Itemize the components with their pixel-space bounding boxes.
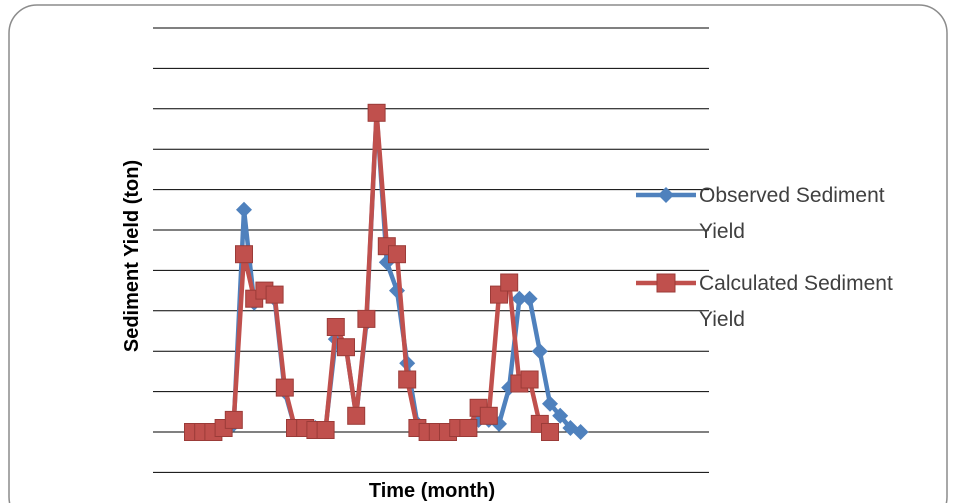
y-axis-title: Sediment Yield (ton) (121, 160, 143, 352)
data-point-observed-37 (552, 407, 569, 424)
legend-label-calculated-line2: Yield (699, 308, 745, 331)
data-point-calculated-19 (367, 103, 386, 122)
data-point-calculated-21 (388, 245, 406, 264)
data-point-calculated-15 (326, 318, 345, 336)
data-point-calculated-14 (316, 421, 335, 439)
data-point-observed-39 (572, 424, 589, 440)
legend: Observed Sediment Yield Calculated Sedim… (636, 184, 893, 331)
data-point-calculated-16 (337, 338, 355, 357)
data-point-observed-36 (542, 395, 558, 412)
legend-marker-calculated (656, 273, 676, 293)
data-point-observed-34 (521, 290, 538, 307)
data-point-observed-6 (236, 201, 252, 218)
data-point-calculated-17 (347, 406, 366, 425)
data-point-observed-35 (531, 343, 548, 360)
data-point-calculated-32 (500, 273, 519, 292)
legend-label-observed-line1: Observed Sediment (699, 184, 885, 207)
data-point-calculated-18 (357, 309, 376, 328)
data-point-calculated-34 (520, 370, 539, 389)
series-layer (184, 103, 589, 441)
legend-label-observed-line2: Yield (699, 220, 745, 243)
data-point-observed-20 (378, 254, 395, 271)
data-point-calculated-6 (235, 245, 253, 264)
data-point-calculated-10 (275, 378, 294, 397)
chart-border (8, 4, 948, 503)
data-point-observed-33 (511, 290, 528, 307)
data-point-calculated-36 (541, 423, 559, 441)
x-axis-title: Time (month) (369, 480, 495, 502)
legend-marker-observed (658, 187, 674, 203)
legend-item-observed: Observed Sediment Yield (636, 184, 885, 243)
data-point-calculated-30 (479, 406, 498, 425)
legend-label-calculated-line1: Calculated Sediment (699, 272, 893, 295)
data-point-calculated-28 (459, 419, 478, 437)
data-point-calculated-9 (265, 285, 284, 304)
data-point-calculated-22 (398, 370, 417, 389)
legend-item-calculated: Calculated Sediment Yield (636, 272, 893, 331)
data-point-calculated-5 (224, 410, 243, 429)
